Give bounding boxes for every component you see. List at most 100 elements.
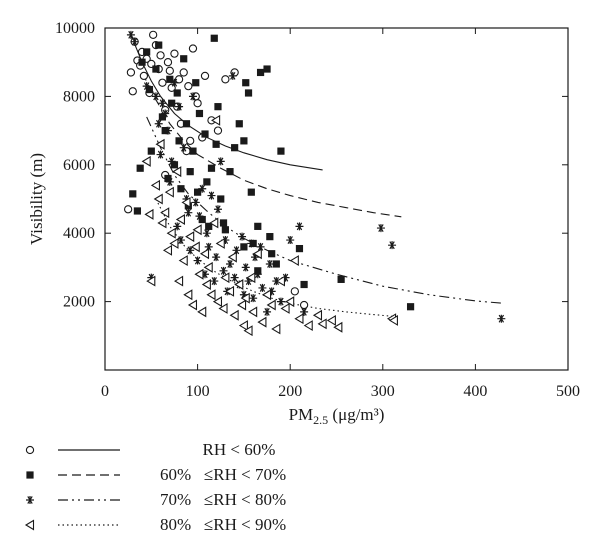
data-point-rh-80-90 [229, 309, 239, 321]
fit-curve-rh-80-90 [155, 198, 397, 318]
data-point-rh-60-70 [201, 130, 209, 138]
data-point-rh-below-60 [163, 58, 173, 67]
plot-frame [104, 27, 569, 371]
data-point-rh-60-70 [247, 188, 255, 196]
data-point-rh-60-70 [226, 168, 234, 176]
data-point-rh-below-60 [174, 75, 184, 84]
x-tick-label: 300 [371, 383, 395, 400]
data-point-rh-60-70 [295, 244, 304, 253]
data-point-rh-70-80 [142, 82, 151, 91]
axes: 0 100 200 300 400 500 2000 4000 6000 8000 10000 PM2… [27, 20, 580, 427]
data-point-rh-80-90 [326, 314, 336, 326]
data-point-rh-80-90 [153, 193, 163, 205]
data-point-rh-80-90 [206, 289, 216, 301]
data-point-rh-80-90 [303, 320, 313, 332]
legend-label-rh-60-70: 60% ≤RH < 70% [160, 465, 287, 484]
data-point-rh-60-70 [133, 207, 142, 215]
data-point-rh-below-60 [149, 30, 158, 39]
data-point-rh-70-80 [204, 242, 213, 251]
data-point-rh-80-90 [146, 275, 156, 287]
data-point-rh-70-80 [226, 259, 235, 268]
legend-key-rh-70-80 [26, 496, 120, 504]
data-point-rh-80-90 [162, 244, 173, 256]
fit-curve-rh-70-80 [146, 116, 504, 304]
data-point-rh-70-80 [184, 208, 193, 217]
scatter-chart: 0 100 200 300 400 500 2000 4000 6000 8000 10000 PM2… [27, 20, 580, 427]
data-point-rh-80-90 [289, 255, 299, 267]
data-point-rh-60-70 [189, 147, 197, 155]
legend-marker-rh-60-70 [26, 471, 34, 479]
data-point-rh-70-80 [286, 236, 295, 245]
data-point-rh-below-60 [126, 68, 136, 77]
y-axis-label: Visibility (m) [27, 153, 46, 245]
data-point-rh-80-90 [220, 272, 230, 284]
data-point-rh-70-80 [207, 191, 216, 200]
fit-curves [130, 34, 504, 318]
data-point-rh-60-70 [180, 55, 188, 63]
data-point-rh-70-80 [202, 229, 211, 238]
data-point-rh-60-70 [147, 147, 155, 155]
x-tick-label: 100 [186, 383, 210, 400]
data-point-rh-70-80 [376, 224, 385, 233]
data-point-rh-70-80 [216, 157, 225, 166]
data-point-rh-80-90 [211, 114, 221, 126]
data-point-rh-80-90 [248, 306, 258, 318]
data-point-rh-80-90 [312, 309, 323, 321]
data-point-rh-80-90 [150, 179, 160, 191]
data-point-rh-80-90 [294, 313, 304, 325]
data-point-rh-60-70 [240, 243, 248, 251]
data-point-rh-70-80 [210, 277, 219, 286]
data-point-rh-60-70 [155, 41, 163, 49]
data-point-rh-60-70 [300, 280, 308, 289]
data-point-rh-60-70 [175, 137, 183, 145]
data-point-rh-80-90 [317, 318, 327, 330]
legend-key-rh-60-70 [26, 471, 120, 479]
legend-marker-rh-80-90 [24, 519, 35, 531]
data-points [123, 30, 506, 337]
data-point-rh-70-80 [249, 294, 258, 303]
legend-item-rh-80-90: 80% ≤RH < 90% [20, 513, 440, 538]
data-point-rh-70-80 [167, 157, 176, 166]
data-point-rh-70-80 [247, 239, 256, 248]
data-point-rh-60-70 [198, 215, 206, 224]
data-point-rh-70-80 [126, 30, 135, 39]
data-point-rh-60-70 [256, 68, 265, 77]
y-tick-label: 4000 [63, 225, 95, 242]
data-point-rh-70-80 [230, 273, 239, 282]
data-point-rh-80-90 [155, 138, 165, 150]
data-point-rh-70-80 [232, 246, 241, 255]
data-point-rh-60-70 [337, 275, 345, 283]
data-point-rh-80-90 [203, 261, 213, 273]
data-point-rh-80-90 [261, 289, 272, 301]
data-point-rh-70-80 [263, 307, 272, 316]
data-point-rh-60-70 [214, 103, 222, 111]
legend-label-rh-below-60: RH < 60% [160, 440, 276, 459]
data-point-rh-80-90 [172, 166, 182, 178]
data-point-rh-80-90 [185, 231, 195, 243]
data-point-rh-70-80 [147, 273, 156, 282]
data-point-rh-80-90 [238, 320, 248, 332]
data-point-rh-80-90 [190, 241, 200, 253]
data-point-rh-70-80 [201, 270, 210, 279]
data-point-rh-60-70 [129, 190, 137, 198]
data-point-rh-70-80 [186, 246, 195, 255]
data-point-rh-below-60 [167, 83, 176, 92]
data-point-rh-80-90 [218, 302, 228, 314]
data-point-rh-70-80 [195, 212, 204, 221]
data-point-rh-80-90 [271, 323, 281, 335]
fit-curve-rh-60-70 [141, 72, 402, 218]
data-point-rh-70-80 [276, 297, 285, 306]
data-point-rh-60-70 [186, 168, 194, 176]
data-point-rh-70-80 [188, 92, 197, 101]
data-point-rh-60-70 [219, 219, 228, 227]
data-point-rh-60-70 [263, 65, 271, 73]
data-point-rh-70-80 [251, 253, 260, 262]
data-point-rh-70-80 [213, 205, 222, 214]
data-point-rh-60-70 [152, 65, 160, 73]
data-point-rh-70-80 [198, 184, 207, 193]
data-point-rh-70-80 [300, 307, 309, 316]
data-point-rh-60-70 [168, 99, 176, 107]
data-point-rh-below-60 [123, 205, 133, 214]
x-tick-label: 0 [101, 383, 109, 400]
x-tick-label: 500 [556, 383, 580, 400]
